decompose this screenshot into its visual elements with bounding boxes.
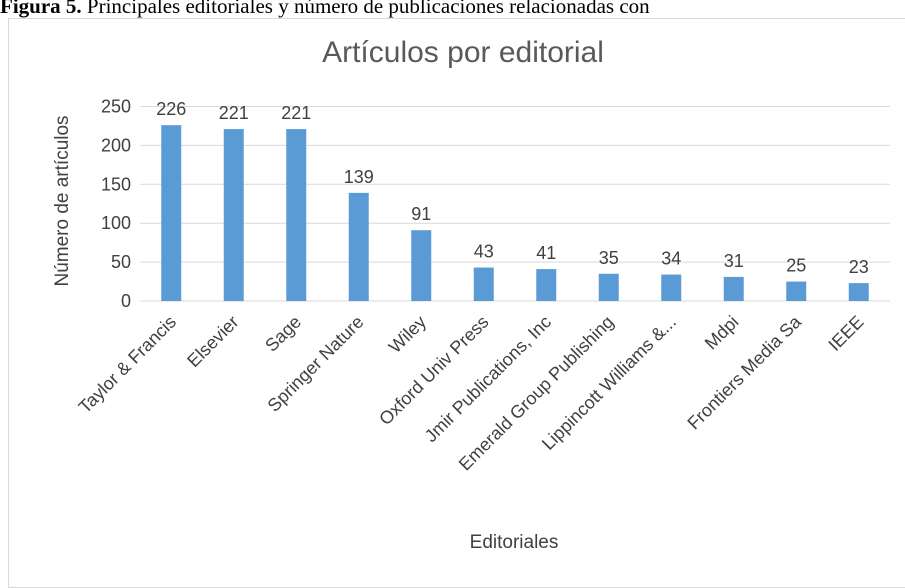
y-axis-ticks: 0 50 100 150 200 250 — [101, 97, 131, 312]
data-label: 34 — [661, 249, 681, 269]
y-tick-label: 50 — [111, 252, 131, 272]
x-tick-label: Frontiers Media Sa — [683, 311, 805, 433]
data-labels: 226 221 221 139 91 43 41 35 34 31 25 23 — [156, 99, 869, 277]
y-tick-label: 0 — [121, 291, 131, 311]
x-tick-label: Wiley — [385, 312, 430, 357]
data-label: 25 — [786, 256, 806, 276]
y-tick-label: 200 — [101, 135, 131, 155]
data-label: 43 — [474, 242, 494, 262]
y-axis-title: Número de artículos — [52, 115, 73, 286]
x-tick-label: Oxford Univ Press — [375, 312, 492, 429]
data-label: 23 — [849, 257, 869, 277]
bar — [723, 276, 744, 301]
bar — [786, 281, 807, 301]
bar — [286, 129, 307, 301]
x-tick-label: Taylor & Francis — [75, 312, 180, 417]
bar — [848, 283, 869, 301]
bar — [598, 273, 619, 301]
bar — [411, 230, 432, 301]
x-tick-label: Sage — [261, 312, 305, 356]
data-label: 35 — [599, 248, 619, 268]
data-label: 221 — [281, 103, 311, 123]
x-tick-label: IEEE — [824, 312, 867, 355]
bar — [473, 267, 494, 301]
bar — [348, 192, 369, 301]
bar — [223, 129, 244, 301]
x-axis-title: Editoriales — [470, 532, 559, 553]
figure-caption-text: Principales editoriales y número de publ… — [81, 0, 650, 18]
data-label: 31 — [724, 251, 744, 271]
figure-caption-label: Figura 5. — [0, 0, 82, 18]
chart-frame — [8, 18, 905, 588]
bars — [161, 125, 869, 301]
gridlines — [140, 106, 890, 263]
data-label: 139 — [344, 167, 374, 187]
x-tick-label: Mdpi — [701, 312, 743, 354]
data-label: 41 — [536, 243, 556, 263]
y-tick-label: 150 — [101, 174, 131, 194]
data-label: 221 — [219, 103, 249, 123]
bar — [661, 274, 682, 301]
chart-title: Artículos por editorial — [322, 36, 604, 69]
x-tick-label: Elsevier — [183, 312, 242, 371]
y-tick-label: 100 — [101, 213, 131, 233]
y-tick-label: 250 — [101, 97, 131, 117]
figure-caption: Figura 5. Principales editoriales y núme… — [0, 0, 905, 20]
bar — [536, 269, 557, 301]
data-label: 91 — [411, 204, 431, 224]
bar — [161, 125, 182, 301]
data-label: 226 — [156, 99, 186, 119]
